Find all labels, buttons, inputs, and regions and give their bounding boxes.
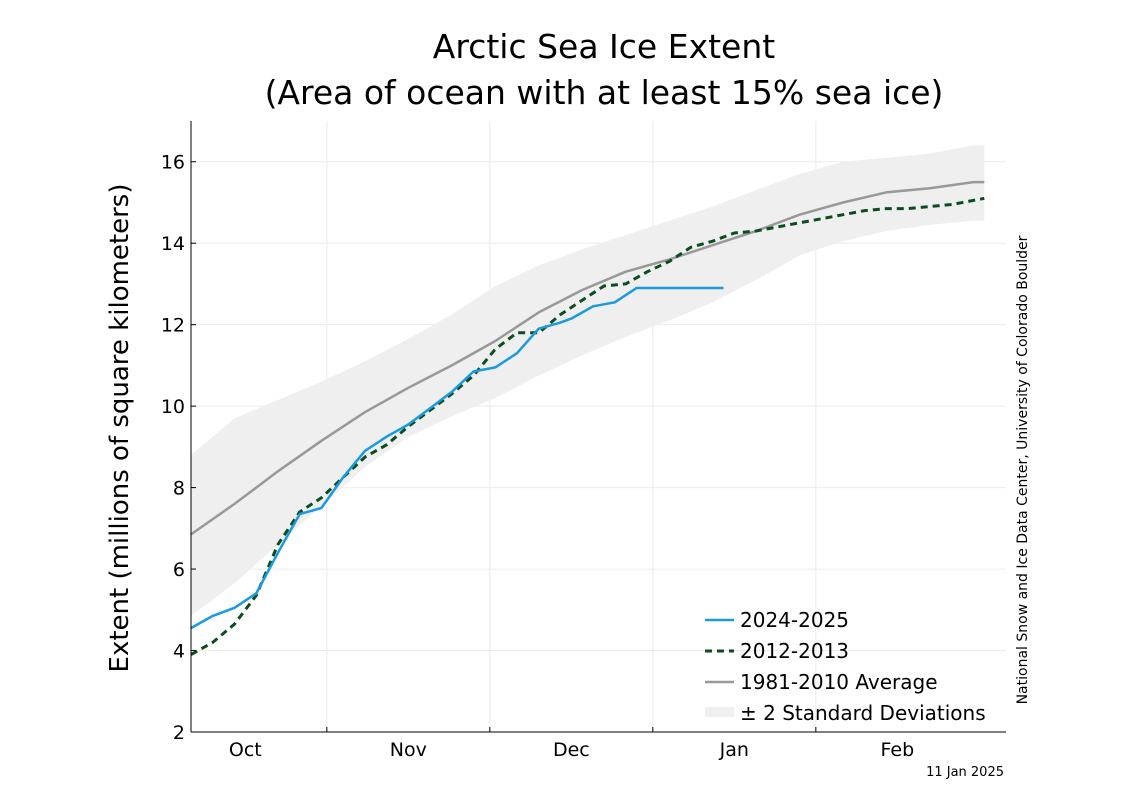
y-tick-label-14: 14 [161, 233, 185, 255]
series-line-2024-2025 [190, 286, 724, 630]
legend-swatch-std-dev [705, 707, 734, 717]
chart-subtitle: (Area of ocean with at least 15% sea ice… [265, 73, 944, 112]
credit-text: National Snow and Ice Data Center, Unive… [1015, 235, 1031, 704]
series-line-2012-2013 [190, 196, 985, 656]
x-tick-label-feb: Feb [881, 739, 915, 761]
y-tick-label-4: 4 [173, 641, 185, 663]
x-tick-label-jan: Jan [719, 739, 749, 761]
legend-label-2012-2013: 2012-2013 [740, 639, 849, 663]
y-tick-label-10: 10 [161, 396, 185, 418]
y-tick-label-6: 6 [173, 559, 185, 581]
x-tick-label-oct: Oct [229, 739, 262, 761]
legend: 2024-2025 2012-2013 1981-2010 Average ± … [705, 608, 986, 725]
legend-label-2024-2025: 2024-2025 [740, 608, 849, 632]
y-tick-label-12: 12 [161, 315, 185, 337]
legend-label-std-dev: ± 2 Standard Deviations [740, 701, 986, 725]
x-tick-label-nov: Nov [390, 739, 427, 761]
date-stamp: 11 Jan 2025 [926, 765, 1004, 780]
series-line-1981-2010-average [190, 180, 985, 536]
chart-title: Arctic Sea Ice Extent [433, 27, 775, 66]
y-tick-label-16: 16 [161, 152, 185, 174]
legend-label-average: 1981-2010 Average [740, 670, 938, 694]
y-axis-label: Extent (millions of square kilometers) [105, 184, 135, 673]
std-dev-band-area [191, 145, 985, 616]
x-tick-label-dec: Dec [553, 739, 590, 761]
axes: 2 4 6 8 10 12 14 16 Oct Nov Dec Jan Feb [161, 121, 1006, 761]
std-dev-band [191, 145, 985, 616]
series-lines [190, 180, 985, 656]
y-tick-label-8: 8 [173, 478, 185, 500]
y-tick-label-2: 2 [173, 722, 185, 744]
